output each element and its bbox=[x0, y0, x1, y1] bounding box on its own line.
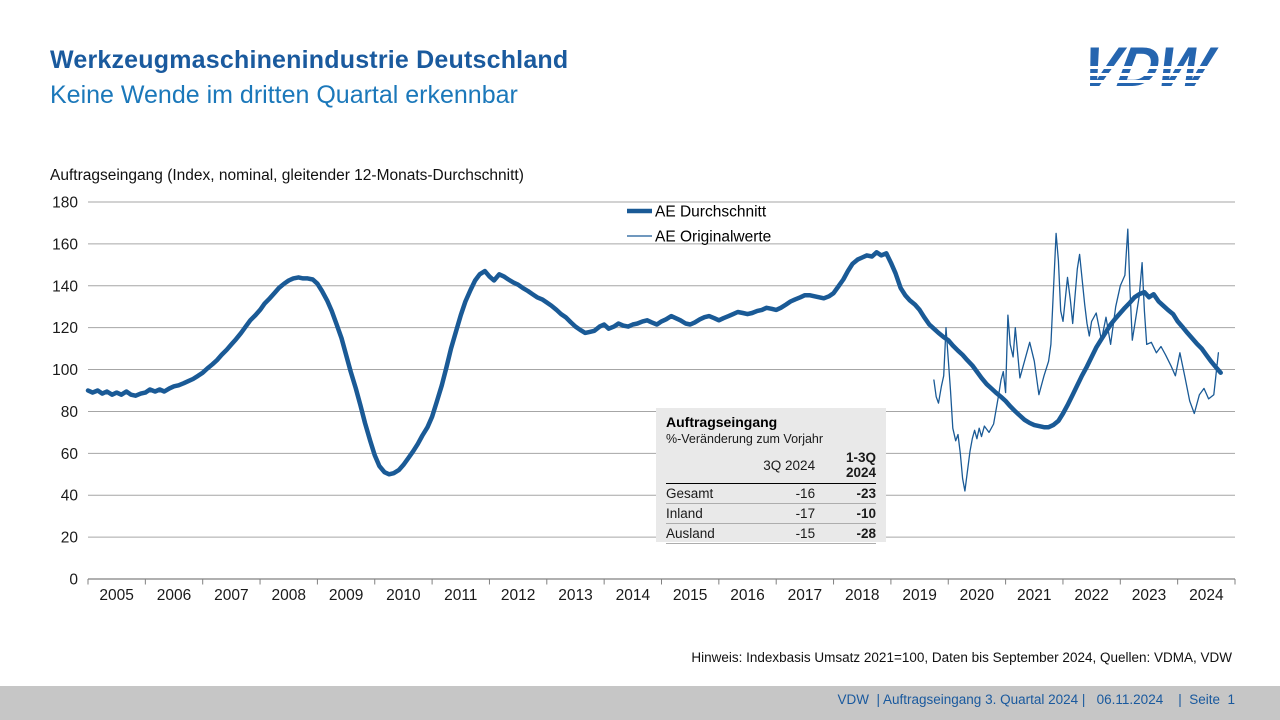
inset-value-13q2024: -10 bbox=[815, 503, 876, 524]
chart-title: Auftragseingang (Index, nominal, gleiten… bbox=[50, 167, 524, 184]
series-ae-originalwerte bbox=[933, 228, 1220, 492]
x-tick-label: 2005 bbox=[99, 587, 133, 604]
x-tick-label: 2007 bbox=[214, 587, 248, 604]
x-tick-label: 2022 bbox=[1074, 587, 1108, 604]
inset-table-row: Inland -17 -10 bbox=[666, 503, 876, 524]
inset-value-3q2024: -17 bbox=[758, 503, 816, 524]
inset-col-3q2024: 3Q 2024 bbox=[758, 449, 816, 484]
y-tick-label: 100 bbox=[52, 362, 78, 379]
inset-table-row: Ausland -15 -28 bbox=[666, 523, 876, 544]
inset-table-grid: 3Q 2024 1-3Q 2024 Gesamt -16 -23 Inland -17-… bbox=[666, 449, 876, 544]
x-tick-label: 2014 bbox=[616, 587, 651, 604]
x-tick-label: 2010 bbox=[386, 587, 421, 604]
x-tick-label: 2016 bbox=[730, 587, 764, 604]
y-tick-label: 180 bbox=[52, 195, 78, 212]
x-tick-label: 2011 bbox=[444, 587, 477, 604]
x-tick-label: 2015 bbox=[673, 587, 707, 604]
order-intake-chart: 0 20 40 60 80 100 120 140 160 180 2005 2006 2007 2008… bbox=[52, 195, 1236, 604]
y-tick-label: 80 bbox=[61, 404, 79, 421]
inset-col-empty bbox=[666, 449, 759, 484]
x-tick-label: 2008 bbox=[271, 587, 305, 604]
series-ae-durchschnitt bbox=[85, 250, 1223, 477]
y-tick-label: 120 bbox=[52, 320, 78, 337]
y-tick-label: 160 bbox=[52, 236, 78, 253]
x-tick-label: 2006 bbox=[157, 587, 191, 604]
inset-value-13q2024: -23 bbox=[815, 483, 876, 504]
inset-table: Auftragseingang %-Veränderung zum Vorjah… bbox=[656, 408, 886, 544]
x-tick-label: 2024 bbox=[1189, 587, 1224, 604]
page-title: Werkzeugmaschinenindustrie Deutschland bbox=[50, 46, 569, 74]
footnote: Hinweis: Indexbasis Umsatz 2021=100, Dat… bbox=[691, 650, 1232, 665]
x-tick-label: 2019 bbox=[902, 587, 936, 604]
x-tick-label: 2018 bbox=[845, 587, 879, 604]
footer-bar: VDW | Auftragseingang 3. Quartal 2024 | … bbox=[0, 686, 1280, 720]
x-tick-label: 2020 bbox=[960, 587, 995, 604]
inset-value-13q2024: -28 bbox=[815, 523, 876, 544]
vdw-logo-stripes bbox=[1072, 66, 1232, 83]
inset-table-header-row: 3Q 2024 1-3Q 2024 bbox=[666, 449, 876, 484]
x-tick-label: 2017 bbox=[788, 587, 822, 604]
vdw-logo: VDW bbox=[1072, 36, 1232, 98]
inset-col-13q2024: 1-3Q 2024 bbox=[815, 449, 876, 484]
y-tick-label: 20 bbox=[61, 530, 79, 547]
inset-table-subtitle: %-Veränderung zum Vorjahr bbox=[666, 432, 824, 446]
page-subtitle: Keine Wende im dritten Quartal erkennbar bbox=[50, 81, 518, 109]
x-tick-label: 2021 bbox=[1017, 587, 1051, 604]
y-tick-label: 60 bbox=[61, 446, 79, 463]
inset-row-label: Inland bbox=[666, 503, 759, 524]
x-tick-label: 2012 bbox=[501, 587, 535, 604]
x-tick-label: 2009 bbox=[329, 587, 363, 604]
x-tick-label: 2013 bbox=[558, 587, 592, 604]
inset-table-title: Auftragseingang bbox=[666, 414, 778, 430]
legend-label: AE Originalwerte bbox=[655, 229, 771, 246]
legend-label: AE Durchschnitt bbox=[655, 204, 767, 221]
x-tick-label: 2023 bbox=[1132, 587, 1166, 604]
y-tick-label: 0 bbox=[69, 572, 78, 589]
inset-table-row: Gesamt -16 -23 bbox=[666, 483, 876, 504]
inset-row-label: Gesamt bbox=[666, 483, 759, 504]
inset-value-3q2024: -16 bbox=[758, 483, 816, 504]
y-tick-label: 40 bbox=[61, 488, 79, 505]
y-tick-label: 140 bbox=[52, 278, 78, 295]
inset-row-label: Ausland bbox=[666, 523, 759, 544]
inset-value-3q2024: -15 bbox=[758, 523, 816, 544]
footer-text: VDW | Auftragseingang 3. Quartal 2024 | … bbox=[837, 691, 1235, 707]
